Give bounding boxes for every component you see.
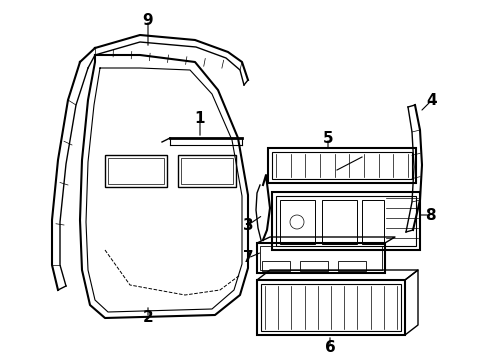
Text: 4: 4 (427, 93, 437, 108)
Bar (268, 148, 416, 183)
Bar (260, 246, 382, 270)
Text: 2: 2 (143, 310, 153, 325)
Bar (262, 261, 290, 271)
Bar (300, 261, 328, 271)
Bar (280, 200, 315, 244)
Bar (272, 192, 420, 250)
Text: 3: 3 (243, 217, 253, 233)
Text: 1: 1 (195, 111, 205, 126)
Text: 5: 5 (323, 131, 333, 145)
Text: 9: 9 (143, 13, 153, 27)
Text: 6: 6 (324, 341, 335, 356)
Bar (181, 158, 233, 184)
Bar (261, 284, 401, 331)
Bar (322, 200, 357, 244)
Bar (257, 243, 385, 273)
Bar (108, 158, 164, 184)
Text: 7: 7 (243, 251, 253, 266)
Bar (276, 196, 416, 246)
Text: 8: 8 (425, 207, 435, 222)
Bar (362, 200, 384, 244)
Bar (257, 280, 405, 335)
Bar (338, 261, 366, 271)
Bar (178, 155, 236, 187)
Bar (272, 152, 412, 179)
Bar (105, 155, 167, 187)
